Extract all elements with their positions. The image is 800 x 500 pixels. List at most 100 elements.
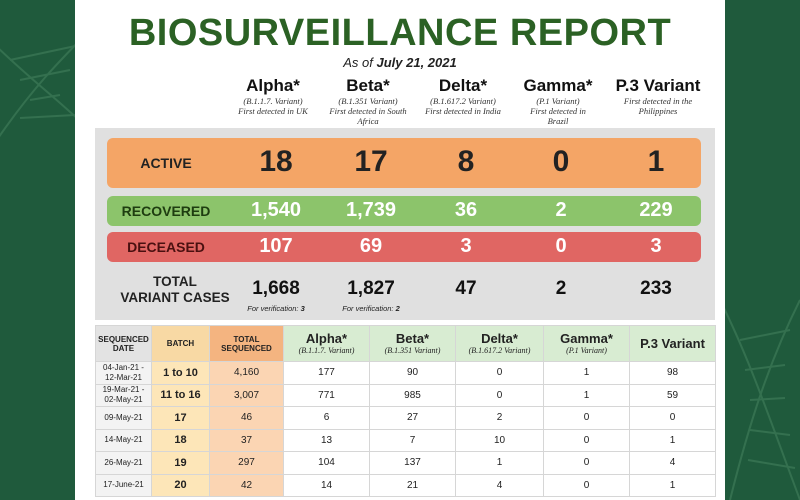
header-delta: Delta* (B.1.617.2 Variant): [455, 325, 544, 362]
active-row: ACTIVE 18 17 8 0 1: [107, 138, 701, 188]
cell-gamma: 0: [543, 451, 630, 475]
recovered-label: RECOVERED: [121, 203, 211, 219]
cell-p3: 0: [629, 406, 716, 430]
cell-batch: 20: [151, 473, 210, 497]
variant-origin: First detected in UK: [238, 106, 308, 116]
cell-total: 4,160: [209, 361, 284, 385]
cell-total: 46: [209, 406, 284, 430]
variant-lineage: (B.1.617.2 Variant): [430, 96, 496, 106]
header-p3: P.3 Variant: [629, 325, 716, 362]
cell-beta: 21: [369, 473, 456, 497]
active-gamma: 0: [552, 145, 570, 178]
table-row: 26-May-21 19 297 104 137 1 0 4: [95, 451, 716, 475]
recovered-row: RECOVERED 1,540 1,739 36 2 229: [107, 196, 701, 226]
variant-origin-cont: Brazil: [547, 116, 569, 126]
recovered-gamma: 2: [555, 199, 567, 221]
cell-delta: 0: [455, 361, 544, 385]
header-sequenced-date: SEQUENCED DATE: [95, 325, 152, 362]
cell-gamma: 1: [543, 361, 630, 385]
deceased-p3: 3: [650, 235, 662, 257]
active-beta: 17: [354, 145, 388, 178]
cell-batch: 18: [151, 428, 210, 452]
cell-beta: 985: [369, 383, 456, 407]
verification-label: For verification:: [247, 304, 301, 313]
cell-total: 42: [209, 473, 284, 497]
variant-origin: First detected in South: [329, 106, 407, 116]
cell-total: 3,007: [209, 383, 284, 407]
cell-alpha: 13: [283, 428, 370, 452]
cell-p3: 4: [629, 451, 716, 475]
variant-name: Gamma*: [523, 76, 593, 95]
cell-alpha: 177: [283, 361, 370, 385]
total-label: TOTAL VARIANT CASES: [111, 274, 239, 306]
recovered-beta: 1,739: [345, 199, 397, 221]
total-gamma: 2: [555, 278, 567, 299]
variant-header-delta: Delta* (B.1.617.2 Variant) First detecte…: [413, 76, 513, 116]
active-alpha: 18: [259, 145, 293, 178]
active-delta: 8: [457, 145, 475, 178]
cell-p3: 1: [629, 473, 716, 497]
variant-name: Delta*: [438, 76, 488, 95]
variant-lineage: (P.1 Variant): [536, 96, 580, 106]
table-row: 14-May-21 18 37 13 7 10 0 1: [95, 428, 716, 452]
cell-batch: 11 to 16: [151, 383, 210, 407]
total-alpha: 1,668: [252, 278, 300, 299]
variant-summary-panel: ACTIVE 18 17 8 0 1 RECOVERED 1,540 1,739…: [95, 128, 715, 320]
cell-date: 19-Mar-21 -02-May-21: [95, 383, 152, 407]
cell-total: 297: [209, 451, 284, 475]
header-alpha: Alpha* (B.1.1.7. Variant): [283, 325, 370, 362]
dna-helix-decoration-right: [690, 0, 800, 500]
cell-delta: 2: [455, 406, 544, 430]
verification-label: For verification:: [342, 304, 396, 313]
cell-p3: 98: [629, 361, 716, 385]
cell-date: 04-Jan-21 -12-Mar-21: [95, 361, 152, 385]
cell-beta: 137: [369, 451, 456, 475]
cell-delta: 1: [455, 451, 544, 475]
cell-gamma: 0: [543, 428, 630, 452]
cell-alpha: 104: [283, 451, 370, 475]
total-variant-cases-row: TOTAL VARIANT CASES 1,668 1,827 47 2 233 …: [107, 268, 701, 316]
deceased-delta: 3: [460, 235, 472, 257]
table-row: 04-Jan-21 -12-Mar-21 1 to 10 4,160 177 9…: [95, 361, 716, 385]
cell-alpha: 771: [283, 383, 370, 407]
total-label-line1: TOTAL: [153, 274, 197, 289]
cell-date: 17-June-21: [95, 473, 152, 497]
variant-header-gamma: Gamma* (P.1 Variant) First detected in B…: [508, 76, 608, 126]
verification-count: 3: [300, 304, 305, 313]
table-row: 19-Mar-21 -02-May-21 11 to 16 3,007 771 …: [95, 383, 716, 407]
as-of-prefix: As of: [343, 55, 377, 70]
verification-note-beta: For verification: 2: [321, 304, 421, 313]
header-total-sequenced: TOTAL SEQUENCED: [209, 325, 284, 362]
total-beta: 1,827: [347, 278, 395, 299]
report-title: BIOSURVEILLANCE REPORT: [128, 12, 672, 54]
cell-p3: 59: [629, 383, 716, 407]
cell-alpha: 6: [283, 406, 370, 430]
table-row: 17-June-21 20 42 14 21 4 0 1: [95, 473, 716, 497]
cell-p3: 1: [629, 428, 716, 452]
active-p3: 1: [647, 145, 665, 178]
cell-gamma: 0: [543, 473, 630, 497]
variant-origin: First detected in: [530, 106, 586, 116]
recovered-alpha: 1,540: [250, 199, 302, 221]
header-batch: BATCH: [151, 325, 210, 362]
cell-date: 14-May-21: [95, 428, 152, 452]
deceased-gamma: 0: [555, 235, 567, 257]
variant-name: Beta*: [346, 76, 390, 95]
cell-delta: 10: [455, 428, 544, 452]
table-header-row: SEQUENCED DATE BATCH TOTAL SEQUENCED Alpha…: [95, 325, 716, 362]
cell-batch: 17: [151, 406, 210, 430]
cell-delta: 4: [455, 473, 544, 497]
variant-origin: First detected in the: [623, 96, 693, 106]
variant-name: P.3 Variant: [615, 76, 701, 95]
cell-total: 37: [209, 428, 284, 452]
cell-date: 26-May-21: [95, 451, 152, 475]
cell-date: 09-May-21: [95, 406, 152, 430]
header-beta: Beta* (B.1.351 Variant): [369, 325, 456, 362]
cell-batch: 19: [151, 451, 210, 475]
variant-lineage: (B.1.351 Variant): [338, 96, 398, 106]
variant-header-p3: P.3 Variant First detected in the Philip…: [603, 76, 713, 116]
header-gamma: Gamma* (P.1 Variant): [543, 325, 630, 362]
cell-gamma: 0: [543, 406, 630, 430]
cell-batch: 1 to 10: [151, 361, 210, 385]
verification-count: 2: [395, 304, 400, 313]
